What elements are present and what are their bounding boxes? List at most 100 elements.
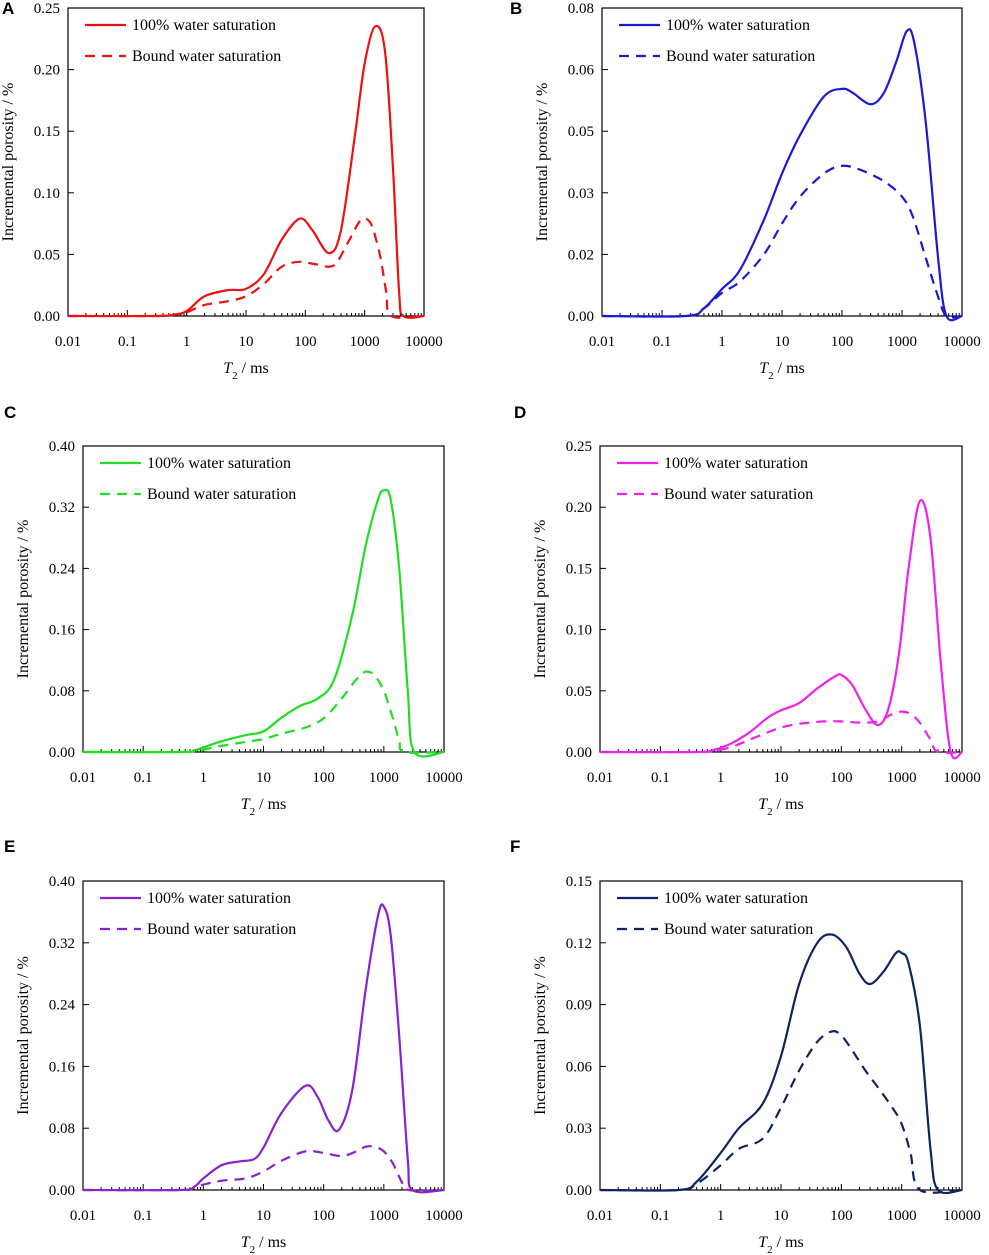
x-tick-label: 100 [312, 1208, 335, 1224]
y-tick-label: 0.40 [49, 439, 75, 455]
y-tick-label: 0.00 [34, 309, 60, 325]
chart-panel-b: B 0.01 0.1 1 10 100 1000 10000 0.00 0.02 0.03 0.05 0… [510, 0, 981, 382]
x-tick-label: 0.01 [589, 334, 615, 350]
x-tick-label: 10 [775, 334, 790, 350]
series-line-full-saturation [82, 488, 445, 758]
x-tick-label: 10000 [943, 1208, 981, 1224]
x-tick-label: 1000 [887, 1208, 917, 1224]
series-line-bound-water [599, 1030, 963, 1194]
x-tick-label: 0.1 [651, 1208, 670, 1224]
panel-letter: B [510, 0, 522, 18]
y-tick-label: 0.08 [568, 1, 594, 17]
x-tick-label: 0.01 [587, 770, 613, 786]
x-tick-label: 0.1 [134, 1208, 153, 1224]
y-tick-label: 0.06 [568, 63, 595, 79]
legend-label: Bound water saturation [666, 48, 815, 65]
x-tick-label: 1000 [887, 334, 917, 350]
x-tick-label: 10 [774, 770, 789, 786]
legend-label: Bound water saturation [132, 48, 281, 65]
series-line-bound-water [599, 710, 963, 754]
y-tick-label: 0.15 [566, 874, 592, 890]
legend-label: Bound water saturation [147, 486, 296, 503]
x-tick-label: 100 [294, 334, 317, 350]
x-tick-label: 1000 [350, 334, 380, 350]
plot-frame [82, 880, 445, 1191]
x-tick-label: 0.1 [134, 770, 153, 786]
x-tick-label: 0.1 [651, 770, 670, 786]
x-tick-label: 100 [312, 770, 335, 786]
x-tick-label: 10000 [943, 334, 981, 350]
x-tick-label: 10000 [425, 770, 463, 786]
x-tick-label: 0.1 [118, 334, 137, 350]
x-axis-title: T2 / ms [241, 1234, 287, 1255]
chart-panel-f: F 0.01 0.1 1 10 100 1000 10000 0.00 0.03 0.06 0.09 0… [510, 837, 981, 1255]
chart-panel-d: D 0.01 0.1 1 10 100 1000 10000 0.00 0.05 0.10 0.15 0… [514, 403, 981, 818]
y-tick-label: 0.15 [566, 561, 592, 577]
y-axis-title: Incremental porosity / % [0, 83, 17, 242]
x-tick-label: 1 [717, 1208, 725, 1224]
y-tick-label: 0.32 [49, 936, 75, 952]
series-line-bound-water [601, 164, 963, 319]
panel-letter: C [4, 403, 16, 422]
legend-label: Bound water saturation [664, 486, 813, 503]
chart-panel-a: A 0.01 0.1 1 10 100 1000 10000 0.00 0.05 0.10 0.15 0… [0, 0, 443, 382]
y-tick-label: 0.25 [566, 439, 592, 455]
series-line-full-saturation [601, 28, 963, 322]
panel-letter: A [2, 0, 14, 18]
series-line-bound-water [82, 670, 445, 754]
y-tick-label: 0.05 [34, 247, 60, 263]
panel-letter: D [514, 403, 526, 422]
x-tick-label: 1000 [369, 1208, 399, 1224]
plot-frame [67, 7, 425, 317]
y-tick-label: 0.16 [49, 623, 76, 639]
y-tick-label: 0.16 [49, 1059, 76, 1075]
y-tick-label: 0.10 [34, 186, 60, 202]
y-tick-label: 0.03 [566, 1121, 592, 1137]
y-tick-label: 0.00 [49, 1183, 75, 1199]
plot-frame [599, 445, 963, 753]
series-line-full-saturation [599, 933, 963, 1195]
plot-frame [599, 880, 963, 1191]
x-tick-label: 1000 [369, 770, 399, 786]
plot-frame [601, 7, 963, 317]
y-tick-label: 0.24 [49, 561, 76, 577]
x-axis-title: T2 / ms [241, 796, 287, 818]
y-tick-label: 0.15 [34, 124, 60, 140]
series-line-full-saturation [599, 498, 963, 760]
y-tick-label: 0.40 [49, 874, 75, 890]
chart-panel-e: E 0.01 0.1 1 10 100 1000 10000 0.00 0.08 0.16 0.24 0… [4, 837, 463, 1255]
y-tick-label: 0.32 [49, 500, 75, 516]
y-tick-label: 0.08 [49, 1121, 75, 1137]
y-tick-label: 0.00 [49, 745, 75, 761]
y-tick-label: 0.05 [568, 124, 594, 140]
y-tick-label: 0.03 [568, 186, 594, 202]
x-tick-label: 10 [774, 1208, 789, 1224]
y-tick-label: 0.05 [566, 684, 592, 700]
x-axis-title: T2 / ms [758, 1234, 804, 1255]
y-tick-label: 0.08 [49, 684, 75, 700]
legend-label: 100% water saturation [147, 890, 291, 907]
legend-label: 100% water saturation [664, 890, 808, 907]
series-line-bound-water [67, 217, 425, 319]
series-line-full-saturation [82, 903, 445, 1194]
y-tick-label: 0.20 [34, 63, 60, 79]
x-tick-label: 1 [200, 1208, 208, 1224]
x-tick-label: 10 [256, 1208, 271, 1224]
legend-label: 100% water saturation [664, 455, 808, 472]
y-tick-label: 0.00 [568, 309, 594, 325]
chart-panel-c: C 0.01 0.1 1 10 100 1000 10000 0.00 0.08 0.16 0.24 0… [4, 403, 463, 818]
x-axis-title: T2 / ms [223, 360, 269, 382]
y-tick-label: 0.09 [566, 998, 592, 1014]
x-tick-label: 0.01 [70, 1208, 96, 1224]
legend-label: 100% water saturation [132, 17, 276, 34]
plot-frame [82, 445, 445, 753]
x-tick-label: 1000 [887, 770, 917, 786]
x-tick-label: 1 [200, 770, 208, 786]
x-tick-label: 10000 [405, 334, 443, 350]
y-tick-label: 0.25 [34, 1, 60, 17]
x-tick-label: 100 [830, 770, 853, 786]
x-axis-title: T2 / ms [759, 360, 805, 382]
y-tick-label: 0.10 [566, 623, 592, 639]
x-tick-label: 1 [718, 334, 726, 350]
